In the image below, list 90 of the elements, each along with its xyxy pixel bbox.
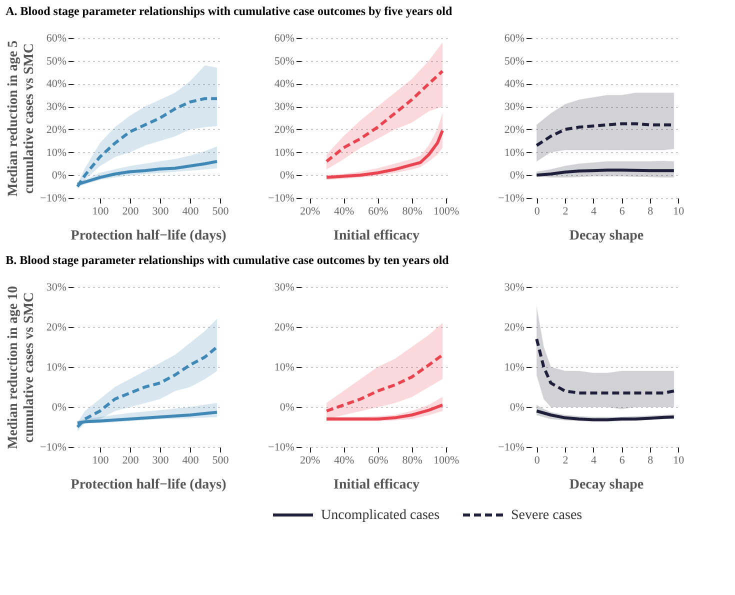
x-tick-label: 10 [673,454,685,466]
y-tick-label: 10% [274,146,294,159]
y-tick-label: 20% [504,322,524,334]
y-tick-label: 60% [46,32,66,44]
x-tick-label: 6 [619,206,626,218]
x-tick-label: 6 [619,454,626,466]
y-tick-label: 50% [274,55,294,68]
x-tick-label: 500 [212,206,230,218]
x-tick-label: 4 [591,206,598,218]
y-tick-label: 60% [274,32,294,44]
y-tick-label: 60% [504,32,524,44]
y-tick-label: 0% [280,402,294,414]
x-tick-label: 40% [334,206,354,218]
line-series [76,346,218,428]
x-tick-label: 2 [562,206,568,218]
y-tick-label: 10% [46,146,66,159]
x-tick-label: 100% [434,206,460,218]
chart-title: B. Blood stage parameter relationships with cumulative case outcomes by ten years old [6,253,450,267]
x-axis-title: Decay shape [569,478,644,492]
y-tick-label: 40% [504,78,524,90]
y-tick-label: 20% [504,124,524,136]
y-tick-label: 40% [46,78,66,90]
x-tick-label: 4 [591,454,598,466]
y-tick-label: −10% [40,442,66,454]
line-series [325,404,444,420]
x-axis-title: Protection half−life (days) [70,228,227,244]
y-tick-label: 50% [46,55,66,68]
x-tick-label: 80% [402,454,422,466]
y-tick-label: −10% [498,442,524,454]
legend-label: Severe cases [511,508,582,523]
y-tick-label: 10% [46,362,66,374]
line-series [325,70,444,163]
x-tick-label: 500 [212,454,230,466]
chart-title: A. Blood stage parameter relationships with cumulative case outcomes by five years old [6,4,452,18]
y-tick-label: 50% [504,55,524,68]
x-tick-label: 80% [402,206,422,218]
y-tick-label: 30% [274,101,294,114]
x-tick-label: 200 [122,454,140,466]
y-tick-label: 10% [274,362,294,374]
y-tick-label: 20% [274,322,294,334]
x-axis-title: Protection half−life (days) [70,478,227,492]
x-axis-title: Initial efficacy [334,228,420,244]
y-tick-label: 10% [504,146,524,159]
y-axis-title: Median reduction in age 10 cumulative cases vs SMC [6,286,38,450]
y-tick-label: 20% [274,124,294,136]
x-tick-label: 300 [152,206,170,218]
y-tick-label: 0% [510,402,524,414]
x-tick-label: 10 [673,206,685,218]
x-tick-label: 300 [152,454,170,466]
y-tick-label: 20% [46,124,66,136]
line-series [325,129,444,179]
y-tick-label: 30% [504,282,524,294]
y-tick-label: −10% [498,192,524,204]
y-tick-label: 30% [46,101,66,114]
x-axis-title: Decay shape [569,228,644,244]
legend-label: Uncomplicated cases [321,508,440,523]
x-tick-label: 0 [534,454,540,466]
x-tick-label: 200 [122,206,140,218]
x-tick-label: 0 [534,206,540,218]
x-tick-label: 2 [562,454,568,466]
x-tick-label: 100 [92,454,110,466]
line-series [535,338,676,394]
y-tick-label: −10% [40,192,66,204]
x-axis-title: Initial efficacy [334,478,420,492]
x-tick-label: 20% [300,454,320,466]
y-tick-label: 20% [46,322,66,334]
line-series [325,354,444,412]
x-tick-label: 100% [434,454,460,466]
y-tick-label: 30% [46,282,66,294]
y-tick-label: 30% [504,101,524,114]
x-tick-label: 100 [92,206,110,218]
x-tick-label: 400 [182,454,200,466]
line-series [535,410,676,422]
y-tick-label: 30% [274,282,294,294]
x-tick-label: 40% [334,454,354,466]
x-tick-label: 8 [648,454,654,466]
y-axis-title: Median reduction in age 5 cumulative cases vs SMC [6,40,38,197]
x-tick-label: 60% [368,454,388,466]
x-tick-label: 400 [182,206,200,218]
y-tick-label: 10% [504,362,524,374]
y-tick-label: 0% [52,402,66,414]
x-tick-label: 20% [300,206,320,218]
y-tick-label: 0% [510,170,524,182]
y-tick-label: 0% [52,170,66,182]
y-tick-label: −10% [268,442,294,454]
y-tick-label: −10% [268,192,294,204]
x-tick-label: 60% [368,206,388,218]
y-tick-label: 0% [280,170,294,182]
x-tick-label: 8 [648,206,654,218]
y-tick-label: 40% [274,78,294,90]
